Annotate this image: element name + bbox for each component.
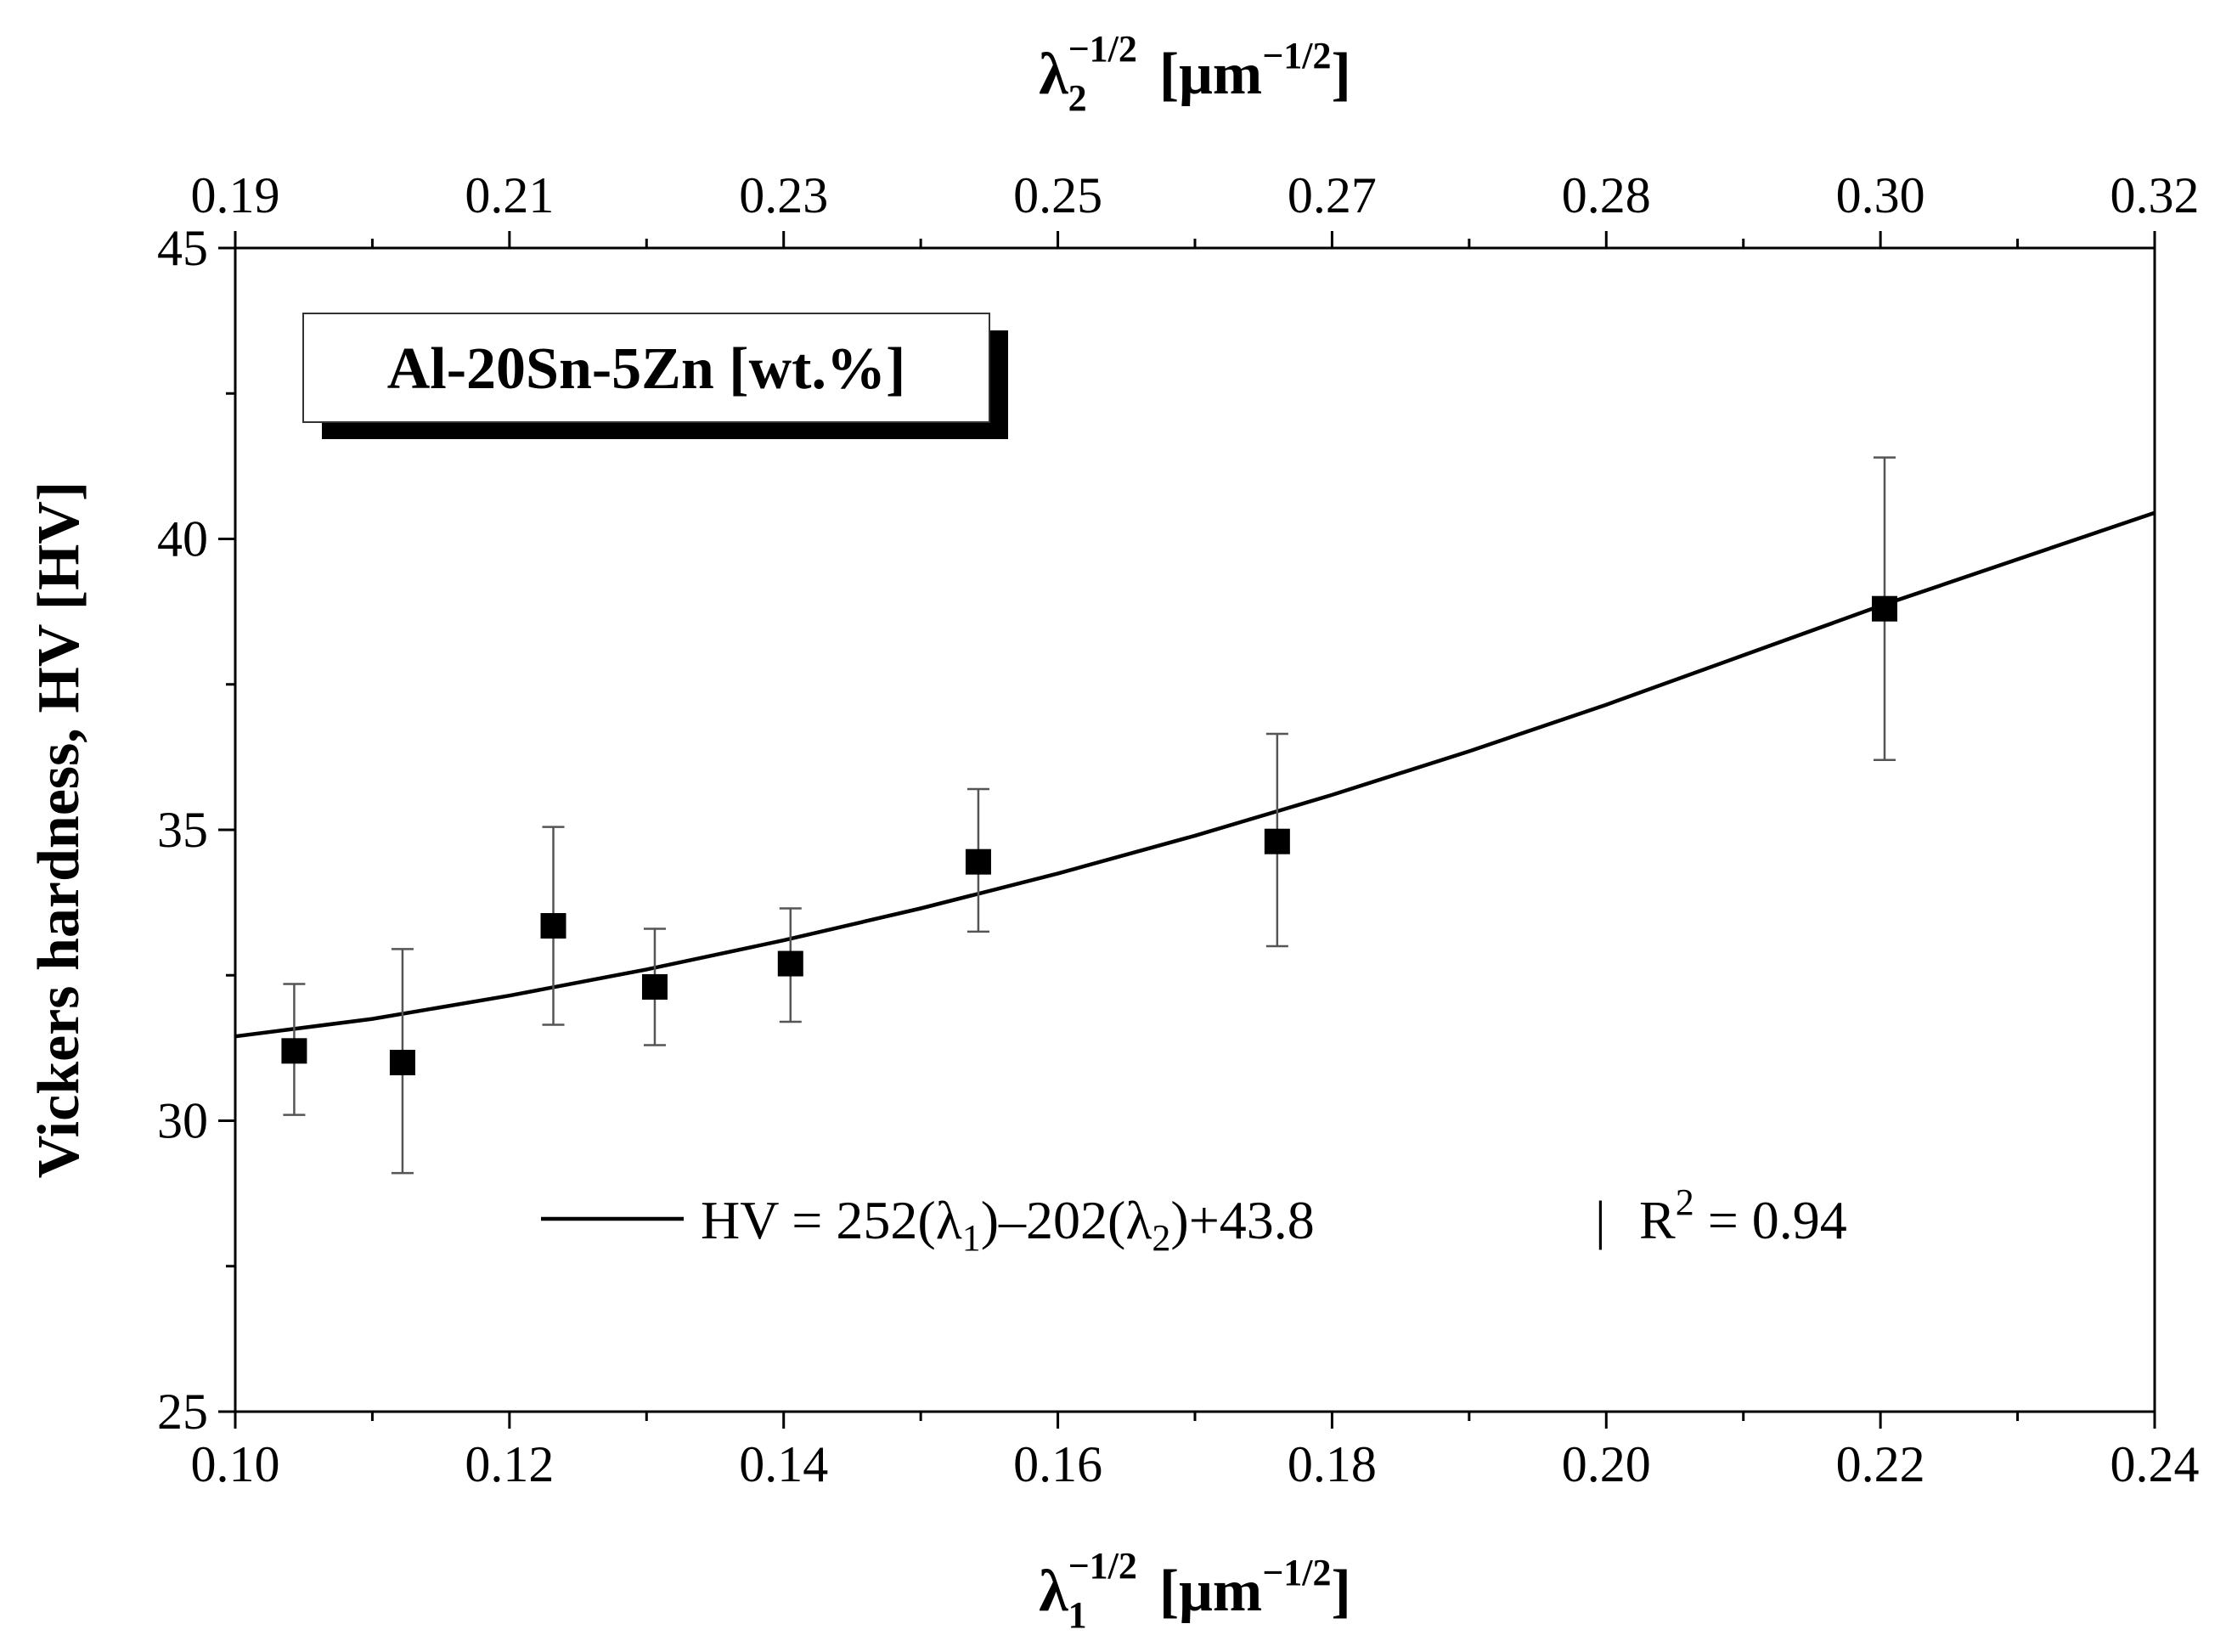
legend-eq-suffix: )+43.8 xyxy=(1170,1190,1314,1250)
data-point xyxy=(777,950,803,977)
x-tick-label: 0.22 xyxy=(1836,1436,1925,1492)
x-title-close: ] xyxy=(1331,1559,1350,1624)
legend-r2-value: = 0.94 xyxy=(1694,1190,1847,1250)
legend-eq-sub2: 2 xyxy=(1152,1217,1170,1259)
x2-tick-label: 0.30 xyxy=(1836,167,1925,223)
y-tick-label: 30 xyxy=(157,1093,208,1149)
x-title-unit: [μm xyxy=(1159,1559,1262,1624)
x2-tick-label: 0.32 xyxy=(2110,167,2200,223)
x-tick-label: 0.24 xyxy=(2110,1436,2200,1492)
points-layer xyxy=(281,456,1897,1175)
x-tick-label: 0.12 xyxy=(465,1436,554,1492)
x2-title-sup: −1/2 xyxy=(1068,28,1137,70)
x2-axis-title: λ2−1/2 [μm−1/2] xyxy=(1039,28,1351,119)
data-point xyxy=(641,973,668,1000)
data-point xyxy=(965,849,991,875)
fit-layer xyxy=(234,510,2156,1039)
x2-title-unit: [μm xyxy=(1159,42,1262,107)
x2-title-sub: 2 xyxy=(1068,77,1087,119)
x2-tick-label: 0.23 xyxy=(739,167,828,223)
ticks-layer: 0.10 0.12 0.14 0.16 0.18 0.20 0.22 0.24 0.19 0.21… xyxy=(157,167,2200,1492)
x-tick-label: 0.14 xyxy=(739,1436,828,1492)
legend-eq-mid: )–202(λ xyxy=(981,1190,1152,1250)
x2-tick-label: 0.27 xyxy=(1288,167,1377,223)
legend-r2-sup: 2 xyxy=(1676,1181,1694,1223)
y-axis-title: Vickers hardness, HV [HV] xyxy=(26,482,92,1179)
annotation-box: Al-20Sn-5Zn [wt.%] xyxy=(302,313,1008,439)
x2-tick-label: 0.19 xyxy=(191,167,280,223)
legend-r2-label: R xyxy=(1639,1190,1676,1250)
fit-curve xyxy=(234,510,2156,1039)
x2-tick-label: 0.28 xyxy=(1562,167,1651,223)
x2-tick-label: 0.25 xyxy=(1013,167,1102,223)
x-tick-label: 0.10 xyxy=(191,1436,280,1492)
x-title-symbol: λ xyxy=(1039,1559,1068,1624)
legend: HV = 252(λ1)–202(λ2)+43.8 | R2 = 0.94 xyxy=(541,1181,1847,1259)
x2-title-close: ] xyxy=(1331,42,1350,107)
x2-tick-label: 0.21 xyxy=(465,167,554,223)
x-title-sup: −1/2 xyxy=(1068,1545,1137,1587)
y-tick-label: 35 xyxy=(157,802,208,858)
x-title-sub: 1 xyxy=(1068,1594,1087,1636)
y-tick-label: 40 xyxy=(157,511,208,567)
data-point xyxy=(540,913,566,939)
data-point xyxy=(389,1050,415,1075)
x-axis-title: λ1−1/2 [μm−1/2] xyxy=(1039,1545,1351,1636)
data-point xyxy=(1871,595,1897,622)
legend-eq-sub1: 1 xyxy=(962,1217,981,1259)
x2-title-symbol: λ xyxy=(1039,42,1068,107)
x-tick-label: 0.16 xyxy=(1013,1436,1102,1492)
legend-r2: R2 = 0.94 xyxy=(1639,1181,1847,1250)
annotation-label: Al-20Sn-5Zn [wt.%] xyxy=(387,336,906,402)
legend-separator: | xyxy=(1595,1190,1606,1250)
legend-equation: HV = 252(λ1)–202(λ2)+43.8 xyxy=(701,1190,1315,1259)
x2-title-unit-sup: −1/2 xyxy=(1262,35,1331,76)
annotation-frame xyxy=(302,313,990,423)
x-tick-label: 0.18 xyxy=(1288,1436,1377,1492)
legend-eq-prefix: HV = 252(λ xyxy=(701,1190,962,1250)
data-point xyxy=(1264,828,1290,854)
x-title-unit-sup: −1/2 xyxy=(1262,1552,1331,1593)
data-point xyxy=(281,1038,307,1064)
y-tick-label: 25 xyxy=(157,1384,208,1440)
y-tick-label: 45 xyxy=(157,220,208,276)
x-tick-label: 0.20 xyxy=(1562,1436,1651,1492)
